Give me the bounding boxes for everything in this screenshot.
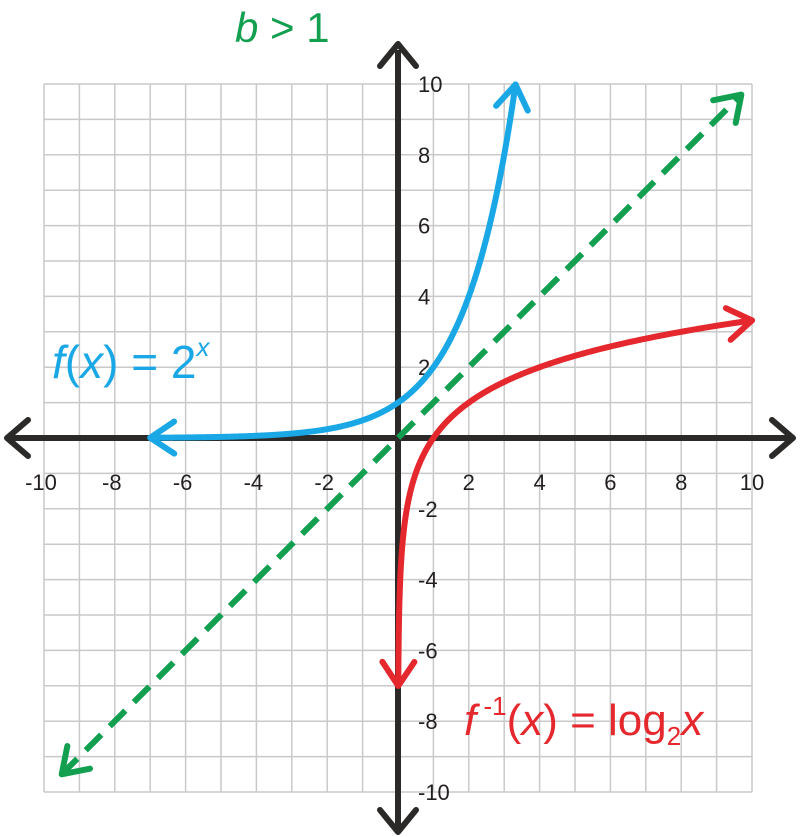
- y-tick-label: 6: [418, 214, 430, 239]
- curves: [58, 81, 755, 778]
- x-tick-label: -4: [244, 470, 264, 495]
- y-tick-label: -2: [418, 497, 438, 522]
- x-tick-label: -6: [173, 470, 193, 495]
- y-tick-label: -10: [418, 780, 450, 805]
- series-identity-arrow-end: [710, 91, 745, 126]
- series-identity-line: [59, 92, 744, 777]
- axes: [4, 41, 796, 835]
- x-tick-labels: -10 -8 -6 -4 -2 2 4 6 8 10: [25, 470, 764, 495]
- y-tick-label: -8: [418, 709, 438, 734]
- x-tick-label: 4: [533, 470, 545, 495]
- x-tick-label: 2: [463, 470, 475, 495]
- x-axis-arrow-right: [769, 417, 796, 459]
- y-tick-label: 4: [418, 284, 430, 309]
- series-f-arrow-start: [147, 418, 178, 457]
- y-axis-arrow-up: [377, 41, 419, 69]
- x-tick-label: -8: [102, 470, 122, 495]
- x-tick-label: 8: [675, 470, 687, 495]
- y-tick-label: -6: [418, 638, 438, 663]
- series-finv-arrow-end: [722, 305, 755, 343]
- chart-title: b > 1: [235, 4, 330, 51]
- series-f-arrow-end: [493, 81, 531, 114]
- x-tick-label: 10: [740, 470, 764, 495]
- series-identity-arrow-start: [58, 743, 93, 778]
- x-tick-label: -10: [25, 470, 57, 495]
- y-tick-label: 8: [418, 143, 430, 168]
- x-axis-arrow-left: [4, 417, 31, 459]
- x-tick-label: 6: [604, 470, 616, 495]
- title-rest: > 1: [258, 4, 329, 51]
- series-label-f: f(x) = 2x: [52, 332, 210, 388]
- x-tick-label: -2: [314, 470, 334, 495]
- series-f-line: [147, 81, 519, 441]
- title-variable: b: [235, 4, 258, 51]
- series-finv-arrow-start: [379, 658, 418, 689]
- y-tick-label: -4: [418, 568, 438, 593]
- series-label-finv: f -1(x) = log2x: [464, 691, 705, 751]
- y-tick-label: 10: [418, 72, 442, 97]
- y-axis-arrow-down: [377, 807, 419, 835]
- series-finv-line: [395, 317, 755, 689]
